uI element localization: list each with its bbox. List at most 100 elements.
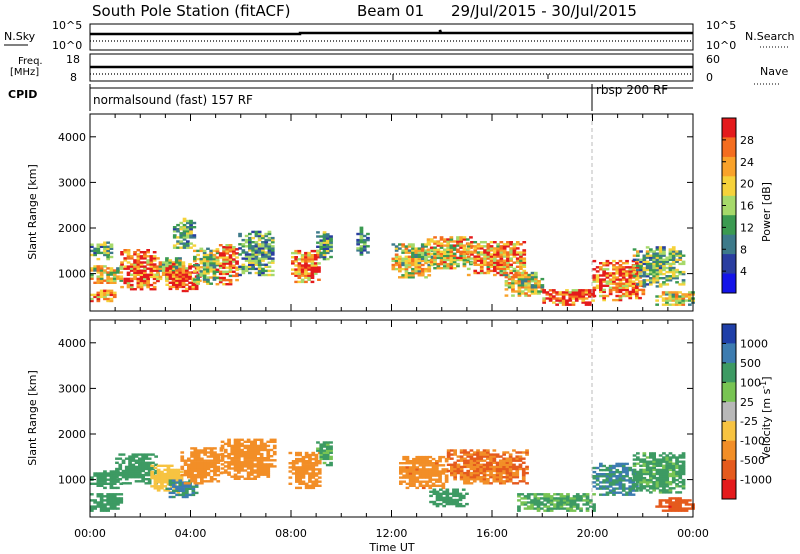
data-cell [175,283,179,286]
data-cell [443,254,447,258]
data-cell [443,244,447,247]
data-cell [128,463,132,466]
data-cell [632,454,637,457]
data-cell [427,263,432,267]
data-cell [458,496,463,500]
data-cell [559,495,564,498]
data-cell [407,251,412,254]
data-cell [608,483,613,486]
data-cell [483,261,487,264]
data-cell [298,457,302,461]
data-cell [537,286,541,289]
data-cell [163,485,168,488]
data-cell [482,473,487,477]
data-cell [230,444,235,448]
data-cell [635,272,639,275]
data-cell [171,261,176,264]
data-cell [608,292,613,296]
data-cell [479,453,484,456]
time-tick-label: 08:00 [275,527,307,540]
data-cell [186,221,190,225]
data-cell [492,469,497,473]
data-cell [517,286,522,289]
data-cell [173,474,177,478]
data-cell [253,463,257,466]
data-cell [618,479,623,482]
data-cell [314,462,319,465]
data-cell [106,499,110,502]
data-cell [295,462,299,465]
data-cell [662,464,666,467]
data-cell [456,256,460,260]
data-cell [267,253,272,256]
data-cell [218,256,223,259]
data-cell [632,258,637,261]
data-cell [502,482,506,485]
data-cell [319,453,324,456]
data-cell [595,483,600,486]
data-cell [456,471,461,475]
data-cell [213,467,217,471]
data-cell [190,478,194,481]
data-cell [215,268,220,271]
data-cell [266,465,271,468]
data-cell [241,257,246,260]
data-cell [325,443,330,446]
data-cell [595,466,600,470]
data-cell [522,249,527,252]
data-cell [545,291,550,294]
data-cell [589,505,593,508]
data-cell [655,272,660,276]
data-cell [253,465,257,468]
data-cell [222,246,226,249]
data-cell [678,456,683,459]
data-cell [431,466,436,469]
data-cell [436,264,441,268]
data-cell [294,260,298,263]
data-cell [429,252,434,255]
data-cell [642,476,647,480]
data-cell [540,286,545,289]
data-cell [493,251,497,254]
data-cell [668,460,673,463]
data-cell [126,283,131,287]
data-cell [636,277,640,280]
data-cell [621,274,626,277]
data-cell [645,268,650,272]
data-cell [411,263,415,267]
data-cell [254,261,259,264]
data-cell [515,259,520,262]
data-cell [476,453,480,456]
data-cell [631,284,636,287]
data-cell [325,445,330,448]
data-cell [147,471,152,475]
data-cell [291,256,295,259]
data-cell [304,466,309,469]
data-cell [417,270,422,273]
data-cell [499,459,503,462]
data-cell [270,247,275,250]
data-cell [183,463,188,466]
data-cell [185,271,189,274]
time-axis: 00:00 04:00 08:00 12:00 16:00 20:00 00:00 [74,527,709,540]
data-cell [562,503,567,506]
data-cell [112,495,117,498]
data-cell [99,267,104,270]
data-cell [608,274,613,277]
data-cell [179,228,184,231]
data-cell [243,450,248,454]
data-cell [628,481,633,484]
data-cell [466,257,471,260]
data-cell [263,457,267,460]
data-cell [671,303,676,306]
data-cell [267,249,272,252]
data-cell [608,479,613,482]
data-cell [496,249,500,252]
data-cell [418,464,423,467]
data-cell [506,253,510,256]
data-cell [625,462,629,466]
data-cell [181,269,186,272]
data-cell [202,249,207,253]
data-cell [425,476,429,479]
data-cell [213,478,217,481]
